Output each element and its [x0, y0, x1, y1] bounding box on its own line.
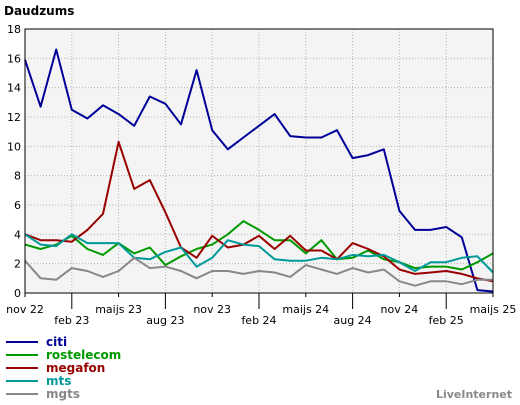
- y-tick-label: 12: [7, 111, 21, 124]
- y-tick-label: 10: [7, 140, 21, 153]
- chart-title: Daudzums: [4, 4, 74, 18]
- x-tick-label: maijs 24: [282, 303, 329, 316]
- x-tick-label: nov 22: [6, 303, 44, 316]
- legend-label-citi: citi: [46, 335, 67, 349]
- y-tick-label: 18: [7, 23, 21, 36]
- x-tick-label: aug 24: [333, 314, 371, 327]
- x-tick-label: maijs 25: [470, 303, 517, 316]
- grid: [25, 29, 493, 293]
- y-tick-label: 6: [14, 199, 21, 212]
- legend-label-mts: mts: [46, 374, 71, 388]
- series-line-rostelecom: [24, 220, 494, 271]
- x-tick-label: feb 25: [429, 314, 464, 327]
- legend-label-mgts: mgts: [46, 387, 80, 401]
- x-tick-label: nov 23: [193, 303, 231, 316]
- series-line-mgts: [24, 256, 493, 287]
- plot-frame: [24, 28, 494, 294]
- x-tick-label: aug 23: [146, 314, 184, 327]
- series-line-mts: [24, 233, 494, 274]
- brand-label: LiveInternet: [436, 388, 512, 401]
- y-tick-label: 0: [14, 287, 21, 300]
- series-lines: [24, 48, 494, 293]
- y-tick-label: 14: [7, 82, 21, 95]
- y-tick-label: 16: [7, 52, 21, 65]
- x-tick-label: nov 24: [381, 303, 419, 316]
- series-line-megafon: [24, 140, 494, 283]
- x-tick-label: feb 23: [54, 314, 89, 327]
- legend-label-megafon: megafon: [46, 361, 105, 375]
- y-tick-label: 4: [14, 228, 21, 241]
- y-axis: 0 2 4 6 8 10 12 14 16 18: [7, 23, 21, 300]
- legend-label-rostelecom: rostelecom: [46, 348, 121, 362]
- series-line-citi: [24, 48, 494, 293]
- x-tick-label: feb 24: [241, 314, 276, 327]
- y-tick-label: 2: [14, 258, 21, 271]
- x-axis: nov 22 feb 23 maijs 23 aug 23 nov 23 feb 24 ma…: [6, 293, 516, 327]
- x-tick-label: maijs 23: [95, 303, 142, 316]
- y-tick-label: 8: [14, 170, 21, 183]
